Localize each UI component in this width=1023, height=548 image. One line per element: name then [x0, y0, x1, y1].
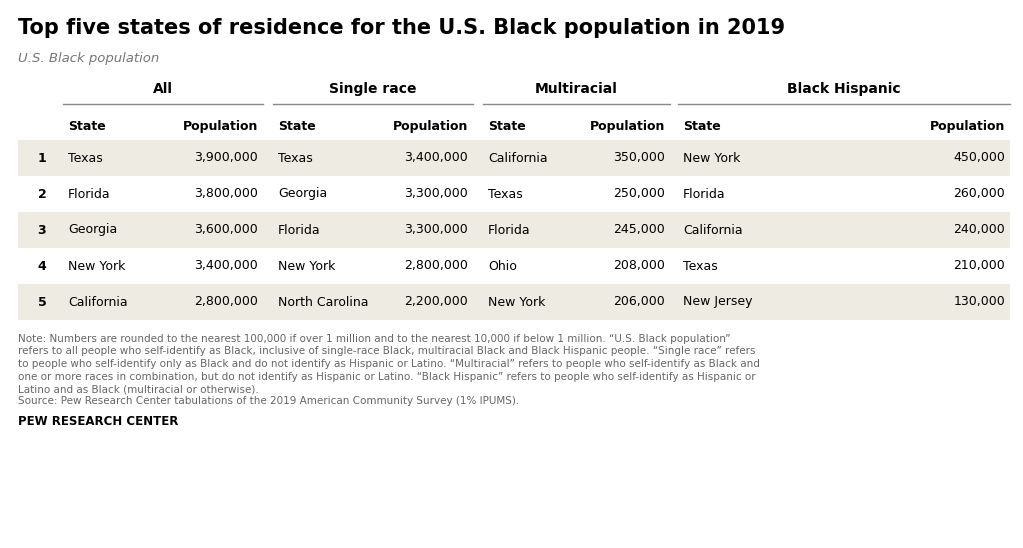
Text: refers to all people who self-identify as Black, inclusive of single-race Black,: refers to all people who self-identify a…: [18, 346, 756, 357]
Text: New York: New York: [683, 151, 741, 164]
Text: Texas: Texas: [278, 151, 313, 164]
Text: California: California: [683, 224, 743, 237]
Text: 1: 1: [38, 151, 46, 164]
Text: Texas: Texas: [683, 260, 718, 272]
Text: Texas: Texas: [68, 151, 102, 164]
Text: Population: Population: [930, 120, 1005, 133]
Text: Source: Pew Research Center tabulations of the 2019 American Community Survey (1: Source: Pew Research Center tabulations …: [18, 397, 520, 407]
Text: 5: 5: [38, 295, 46, 309]
Text: 3,400,000: 3,400,000: [194, 260, 258, 272]
Text: 250,000: 250,000: [613, 187, 665, 201]
Text: Note: Numbers are rounded to the nearest 100,000 if over 1 million and to the ne: Note: Numbers are rounded to the nearest…: [18, 334, 730, 344]
Text: Florida: Florida: [488, 224, 531, 237]
Text: Georgia: Georgia: [68, 224, 118, 237]
Bar: [18, 284, 1010, 320]
Text: New York: New York: [488, 295, 545, 309]
Text: 2,800,000: 2,800,000: [194, 295, 258, 309]
Text: 3,800,000: 3,800,000: [194, 187, 258, 201]
Text: All: All: [153, 82, 173, 96]
Text: State: State: [278, 120, 316, 133]
Text: 2,800,000: 2,800,000: [404, 260, 468, 272]
Text: State: State: [683, 120, 721, 133]
Text: Latino and as Black (multiracial or otherwise).: Latino and as Black (multiracial or othe…: [18, 384, 259, 394]
Text: Multiracial: Multiracial: [535, 82, 618, 96]
Text: 210,000: 210,000: [953, 260, 1005, 272]
Text: U.S. Black population: U.S. Black population: [18, 52, 160, 65]
Text: 3,600,000: 3,600,000: [194, 224, 258, 237]
Text: Population: Population: [183, 120, 258, 133]
Text: 245,000: 245,000: [613, 224, 665, 237]
Text: New York: New York: [278, 260, 336, 272]
Bar: [18, 212, 1010, 248]
Text: Top five states of residence for the U.S. Black population in 2019: Top five states of residence for the U.S…: [18, 18, 785, 38]
Text: Population: Population: [393, 120, 468, 133]
Text: Florida: Florida: [278, 224, 320, 237]
Text: Florida: Florida: [68, 187, 110, 201]
Bar: [18, 176, 1010, 212]
Text: North Carolina: North Carolina: [278, 295, 368, 309]
Text: California: California: [488, 151, 547, 164]
Text: 260,000: 260,000: [953, 187, 1005, 201]
Text: 2: 2: [38, 187, 46, 201]
Text: New Jersey: New Jersey: [683, 295, 753, 309]
Text: 3,300,000: 3,300,000: [404, 187, 468, 201]
Text: State: State: [488, 120, 526, 133]
Text: to people who self-identify only as Black and do not identify as Hispanic or Lat: to people who self-identify only as Blac…: [18, 359, 760, 369]
Text: Georgia: Georgia: [278, 187, 327, 201]
Bar: [18, 248, 1010, 284]
Text: 450,000: 450,000: [953, 151, 1005, 164]
Text: 3,300,000: 3,300,000: [404, 224, 468, 237]
Text: 206,000: 206,000: [613, 295, 665, 309]
Text: 3,400,000: 3,400,000: [404, 151, 468, 164]
Text: Ohio: Ohio: [488, 260, 517, 272]
Text: 130,000: 130,000: [953, 295, 1005, 309]
Text: 4: 4: [38, 260, 46, 272]
Text: 240,000: 240,000: [953, 224, 1005, 237]
Text: Population: Population: [589, 120, 665, 133]
Text: Black Hispanic: Black Hispanic: [787, 82, 901, 96]
Text: 3,900,000: 3,900,000: [194, 151, 258, 164]
Text: Florida: Florida: [683, 187, 725, 201]
Bar: [18, 140, 1010, 176]
Text: 3: 3: [38, 224, 46, 237]
Text: Single race: Single race: [329, 82, 416, 96]
Text: PEW RESEARCH CENTER: PEW RESEARCH CENTER: [18, 415, 178, 428]
Text: 208,000: 208,000: [613, 260, 665, 272]
Text: Texas: Texas: [488, 187, 523, 201]
Text: 350,000: 350,000: [613, 151, 665, 164]
Text: New York: New York: [68, 260, 126, 272]
Text: State: State: [68, 120, 105, 133]
Text: one or more races in combination, but do not identify as Hispanic or Latino. “Bl: one or more races in combination, but do…: [18, 372, 756, 381]
Text: 2,200,000: 2,200,000: [404, 295, 468, 309]
Text: California: California: [68, 295, 128, 309]
